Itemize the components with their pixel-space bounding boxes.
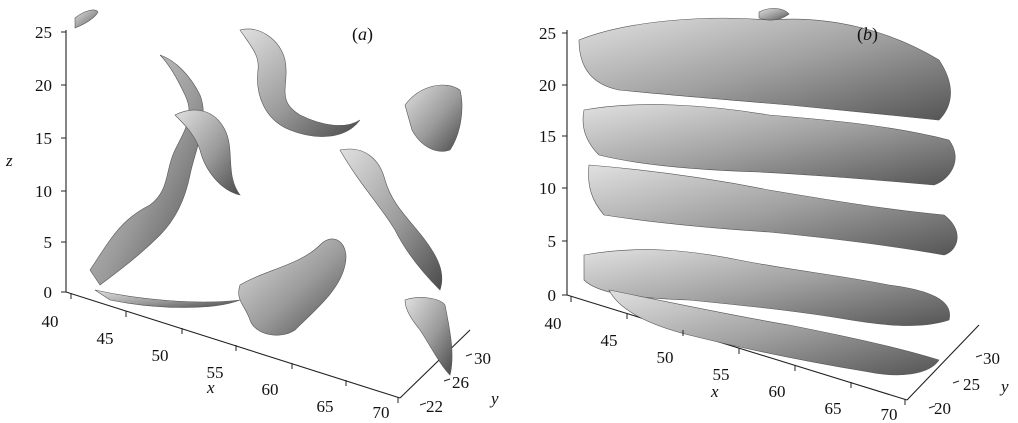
vortex-fragment-top: [758, 8, 790, 21]
x-tick-label: 55: [713, 365, 730, 384]
y-axis-line: [906, 324, 980, 401]
x-tick-label: 65: [825, 399, 842, 418]
vortex-arc-bottom: [94, 289, 241, 308]
panel-label-b: (b): [857, 24, 878, 45]
z-tick-label: 20: [539, 76, 556, 95]
x-tick-label: 60: [262, 380, 279, 399]
y-tick-label: 30: [474, 349, 491, 368]
x-tick-label: 45: [97, 329, 114, 348]
y-tick-label: 25: [963, 375, 980, 394]
y-tick-label: 26: [452, 373, 469, 392]
vortex-isosurfaces: [74, 9, 463, 376]
x-tick-label: 40: [545, 314, 562, 333]
x-tick-label: 70: [373, 403, 390, 422]
y-axis-label: y: [999, 377, 1009, 396]
x-tick-label: 70: [881, 405, 898, 423]
panel-a: 0 5 10 15 20 25 z 40 45 50 55 60 65 70 x: [5, 9, 499, 422]
z-tick-label: 5: [548, 232, 557, 251]
panel-label-a: (a): [352, 24, 373, 45]
z-tick-label: 0: [44, 283, 53, 302]
vortex-sheets: [578, 8, 958, 376]
z-axis-ticks: 0 5 10 15 20 25: [539, 24, 567, 305]
vortex-tube-left: [89, 54, 204, 286]
x-axis-ticks: 40 45 50 55 60 65 70: [42, 293, 399, 422]
z-tick-label: 25: [35, 23, 52, 42]
x-tick-label: 55: [207, 363, 224, 382]
x-axis-ticks: 40 45 50 55 60 65 70: [545, 296, 906, 423]
z-tick-label: 25: [539, 24, 556, 43]
vortex-sheet-mid: [588, 164, 958, 256]
vortex-tube-upper: [239, 28, 361, 137]
vortex-sheet-upper-mid: [582, 104, 956, 186]
y-tick-label: 22: [426, 397, 443, 416]
x-tick-label: 60: [769, 382, 786, 401]
vortex-blob-right: [404, 84, 463, 152]
vortex-sheet-lower: [583, 249, 950, 326]
x-axis-line: [65, 291, 401, 399]
z-axis-label: z: [5, 151, 13, 170]
z-tick-label: 0: [548, 286, 557, 305]
vortex-sheet-top: [578, 17, 951, 121]
x-tick-label: 45: [601, 331, 618, 350]
z-tick-label: 15: [539, 127, 556, 146]
y-tick-label: 20: [934, 399, 951, 418]
x-axis-label: x: [206, 378, 215, 397]
z-tick-label: 10: [539, 179, 556, 198]
x-tick-label: 65: [317, 397, 334, 416]
vortex-tube-bottom: [238, 238, 347, 336]
z-tick-label: 10: [35, 182, 52, 201]
vortex-fragment-top: [74, 9, 99, 29]
z-tick-label: 20: [35, 76, 52, 95]
vortex-ring-center: [174, 109, 241, 196]
vortex-tube-right: [339, 148, 443, 291]
z-tick-label: 5: [44, 233, 53, 252]
y-tick-label: 30: [983, 349, 1000, 368]
z-tick-label: 15: [35, 129, 52, 148]
vortex-sheet-bottom: [608, 289, 940, 376]
x-tick-label: 40: [42, 312, 59, 331]
y-axis-label: y: [489, 389, 499, 408]
panel-b: 0 5 10 15 20 25 40 45 50 55 60 65 70 x: [539, 8, 1009, 423]
y-axis-line: [399, 329, 471, 399]
x-axis-line: [566, 294, 908, 401]
y-axis-ticks: 20 25 30: [928, 349, 1000, 418]
x-tick-label: 50: [657, 348, 674, 367]
y-axis-ticks: 22 26 30: [419, 349, 491, 416]
x-axis-label: x: [710, 382, 719, 401]
vortex-fragment-corner: [404, 297, 453, 376]
z-axis-ticks: 0 5 10 15 20 25: [35, 23, 66, 302]
x-tick-label: 50: [152, 346, 169, 365]
